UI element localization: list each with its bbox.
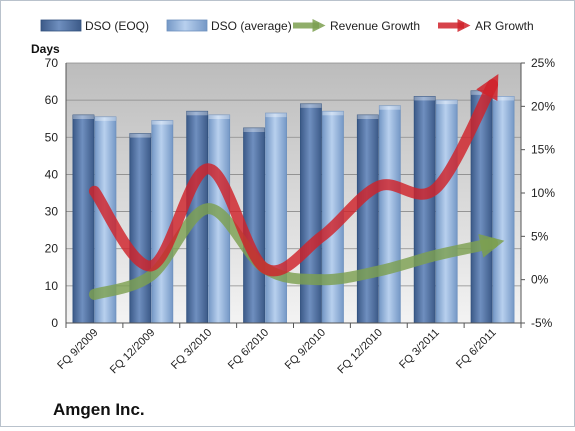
y-axis-label: Days <box>31 42 60 56</box>
legend-label-revenue-growth: Revenue Growth <box>330 19 420 33</box>
y-tick-label: 30 <box>45 205 59 219</box>
y-tick-label: 60 <box>45 93 59 107</box>
legend-item-dso-average: DSO (average) <box>167 19 292 33</box>
legend: DSO (EOQ) DSO (average) Revenue Growth A… <box>41 19 534 33</box>
legend-label-dso-average: DSO (average) <box>211 19 292 33</box>
company-name: Amgen Inc. <box>53 400 145 419</box>
y-tick-label: 20 <box>45 242 59 256</box>
bar-cap-dso-eoq <box>73 115 94 119</box>
bar-cap-dso-eoq <box>244 128 265 132</box>
x-tick-label: FQ 9/2010 <box>283 327 328 372</box>
y2-axis-ticks: -5% 0% 5% 10% 15% 20% 25% <box>521 56 555 330</box>
x-tick-label: FQ 9/2009 <box>55 327 100 372</box>
legend-swatch-dso-average <box>167 20 207 31</box>
y2-tick-label: 5% <box>531 229 549 243</box>
legend-item-revenue-growth: Revenue Growth <box>293 19 420 33</box>
legend-label-ar-growth: AR Growth <box>475 19 534 33</box>
bar-dso-eoq <box>130 134 151 323</box>
bar-cap-dso-average <box>436 100 457 104</box>
x-tick-label: FQ 12/2009 <box>108 327 158 377</box>
x-tick-label: FQ 6/2010 <box>226 327 271 372</box>
bar-cap-dso-average <box>152 121 173 125</box>
y2-tick-label: 10% <box>531 186 555 200</box>
bar-cap-dso-average <box>266 113 287 117</box>
x-tick-label: FQ 6/2011 <box>454 327 499 372</box>
y-tick-label: 50 <box>45 130 59 144</box>
bar-cap-dso-average <box>379 106 400 110</box>
bar-cap-dso-average <box>493 96 514 100</box>
bar-dso-average <box>436 100 457 323</box>
bar-cap-dso-eoq <box>414 96 435 100</box>
y2-tick-label: 15% <box>531 143 555 157</box>
y2-tick-label: 25% <box>531 56 555 70</box>
legend-label-dso-eoq: DSO (EOQ) <box>85 19 149 33</box>
y-tick-label: 70 <box>45 56 59 70</box>
bar-cap-dso-average <box>322 111 343 115</box>
bar-cap-dso-eoq <box>357 115 378 119</box>
y2-tick-label: -5% <box>531 316 553 330</box>
legend-item-ar-growth: AR Growth <box>438 19 534 33</box>
bar-cap-dso-average <box>209 115 230 119</box>
bar-cap-dso-eoq <box>130 134 151 138</box>
legend-swatch-dso-eoq <box>41 20 81 31</box>
bar-dso-eoq <box>357 115 378 323</box>
y-tick-label: 0 <box>51 316 58 330</box>
bar-cap-dso-eoq <box>187 111 208 115</box>
bar-dso-average <box>379 106 400 323</box>
bar-dso-eoq <box>300 104 321 323</box>
x-tick-label: FQ 3/2010 <box>169 327 214 372</box>
y-tick-label: 40 <box>45 167 59 181</box>
y2-tick-label: 20% <box>531 99 555 113</box>
y2-tick-label: 0% <box>531 273 549 287</box>
bar-cap-dso-eoq <box>300 104 321 108</box>
bar-cap-dso-average <box>95 117 116 121</box>
bar-dso-average <box>152 121 173 323</box>
x-tick-label: FQ 3/2011 <box>397 327 442 372</box>
y-tick-label: 10 <box>45 279 59 293</box>
bar-dso-average <box>266 113 287 323</box>
x-tick-label: FQ 12/2010 <box>335 327 385 377</box>
legend-item-dso-eoq: DSO (EOQ) <box>41 19 149 33</box>
y-axis-ticks: 0 10 20 30 40 50 60 70 <box>45 56 59 330</box>
bar-dso-average <box>493 96 514 323</box>
bar-dso-eoq <box>414 96 435 323</box>
